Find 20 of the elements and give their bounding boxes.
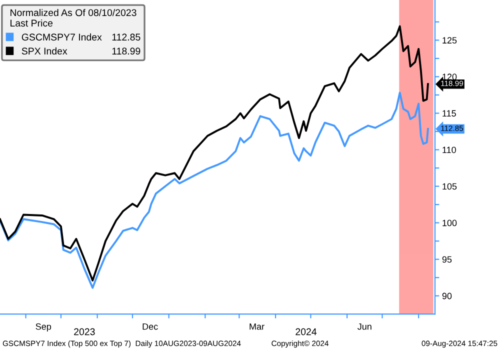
legend-title: Normalized As Of 08/10/2023 Last Price bbox=[10, 8, 136, 27]
x-tick-label: Dec bbox=[142, 323, 158, 330]
y-tick-label: 100 bbox=[442, 220, 457, 226]
line-series bbox=[0, 92, 429, 289]
y-tick-label: 105 bbox=[442, 183, 457, 190]
text: 118.99 bbox=[112, 48, 140, 55]
y-tick-label: 95 bbox=[442, 256, 452, 263]
y-tick-label: 125 bbox=[442, 37, 457, 44]
x-tick-label: Sep bbox=[36, 323, 52, 332]
y-tick-label: 90 bbox=[442, 292, 452, 300]
legend-label: SPX Index bbox=[22, 47, 68, 55]
x2-tick-label: 2024 bbox=[296, 328, 317, 336]
y-tick-label: 115 bbox=[442, 110, 456, 117]
x2-tick-label: 2023 bbox=[74, 328, 95, 336]
legend-label: GSCMSPY7 Index bbox=[22, 33, 102, 41]
x-tick-label: Mar bbox=[250, 323, 264, 330]
x-tick-label: Jun bbox=[358, 323, 372, 330]
line-series bbox=[0, 25, 429, 282]
y-tick-label: 110 bbox=[442, 146, 456, 154]
text: 112.85 bbox=[112, 34, 140, 41]
